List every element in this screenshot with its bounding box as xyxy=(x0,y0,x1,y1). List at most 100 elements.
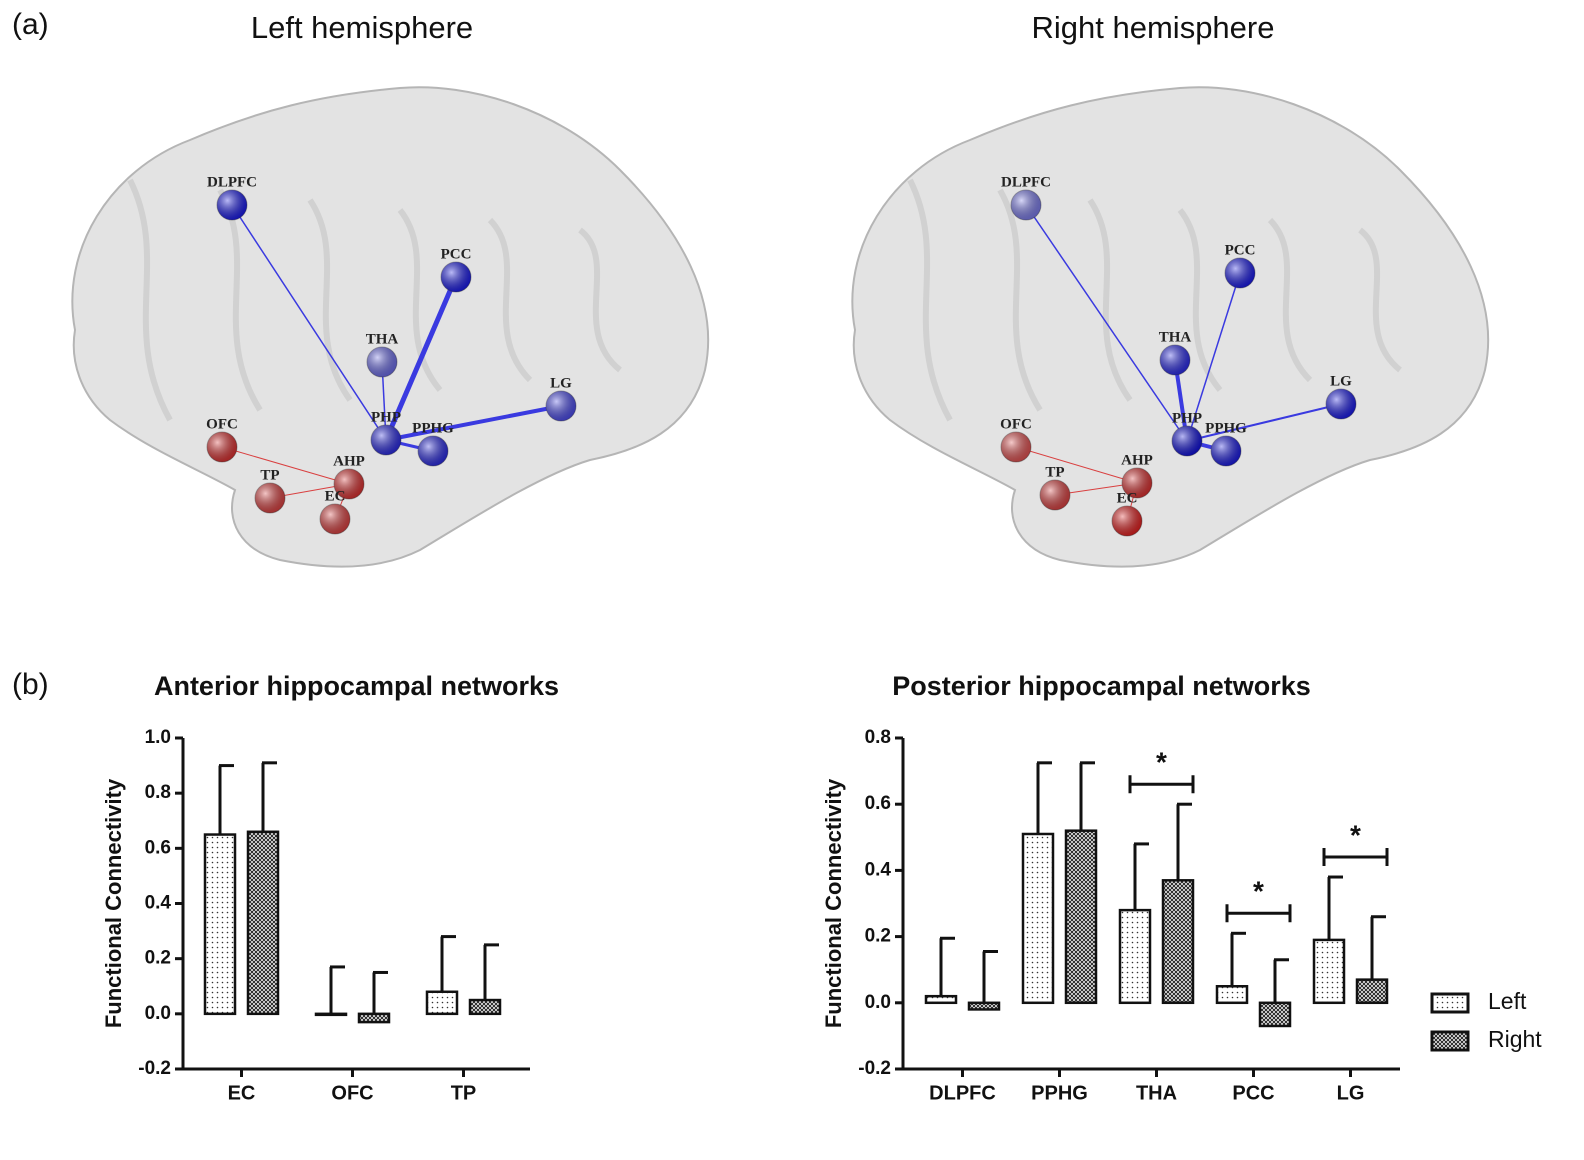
bar xyxy=(1312,938,1346,1005)
bar xyxy=(468,998,502,1016)
node-shade xyxy=(367,347,397,377)
node-label: LG xyxy=(550,375,572,391)
brain-title: Right hemisphere xyxy=(1032,10,1275,45)
bar xyxy=(1215,985,1249,1005)
bar xyxy=(1161,879,1195,1005)
node-shade xyxy=(546,391,576,421)
connection xyxy=(1186,403,1342,442)
node-shade xyxy=(320,504,350,534)
gyrus xyxy=(578,227,622,373)
node-shade xyxy=(418,436,448,466)
x-tick-label: EC xyxy=(228,1082,256,1104)
y-axis-label: Functional Connectivity xyxy=(821,778,846,1028)
gyrus xyxy=(307,198,353,402)
panel-label: (b) xyxy=(12,668,49,701)
brain xyxy=(71,86,710,568)
bar xyxy=(246,830,280,1016)
significance-bracket xyxy=(1322,848,1389,867)
node-label: TP xyxy=(1045,464,1064,480)
gyrus xyxy=(1087,198,1133,402)
bar xyxy=(425,990,459,1016)
y-tick-label: -0.2 xyxy=(138,1058,171,1079)
legend-label: Left xyxy=(1488,988,1527,1014)
node-shade xyxy=(371,425,401,455)
node-label: OFC xyxy=(206,416,238,432)
y-tick-label: 0.2 xyxy=(145,948,171,969)
node-shade xyxy=(1112,506,1142,536)
node-shade xyxy=(441,262,471,292)
y-tick-label: 0.4 xyxy=(865,859,892,880)
connection xyxy=(1186,272,1241,442)
node-shade xyxy=(207,432,237,462)
node-shade xyxy=(1172,426,1202,456)
gyrus xyxy=(997,188,1043,412)
node-label: PHP xyxy=(371,409,401,425)
y-axis-label: Functional Connectivity xyxy=(101,778,126,1028)
x-tick-label: TP xyxy=(451,1082,477,1104)
x-tick-label: LG xyxy=(1337,1082,1365,1104)
node-shade xyxy=(1326,389,1356,419)
bar xyxy=(314,1012,348,1017)
y-tick-label: 0.8 xyxy=(145,782,171,803)
significance-label: * xyxy=(1253,876,1264,907)
connection xyxy=(383,276,459,441)
bar xyxy=(1064,829,1098,1005)
x-tick-label: OFC xyxy=(331,1082,373,1104)
panel-label: (a) xyxy=(12,8,49,41)
node-label: DLPFC xyxy=(207,174,257,190)
significance-label: * xyxy=(1350,819,1361,850)
legend-swatch xyxy=(1430,992,1470,1014)
brain-shape xyxy=(851,86,1490,568)
bar xyxy=(1118,908,1152,1005)
node-label: AHP xyxy=(333,453,365,469)
x-tick-label: PCC xyxy=(1232,1082,1274,1104)
significance-label: * xyxy=(1156,747,1167,778)
brain-title: Left hemisphere xyxy=(251,10,473,45)
node-label: PHP xyxy=(1172,410,1202,426)
bar xyxy=(967,1001,1001,1011)
y-tick-label: 0.6 xyxy=(865,793,891,814)
y-tick-label: 0.4 xyxy=(145,893,172,914)
node-shade xyxy=(1011,190,1041,220)
node-shade xyxy=(1001,432,1031,462)
node-label: TP xyxy=(260,467,279,483)
gyrus xyxy=(1267,217,1313,383)
node-label: AHP xyxy=(1121,452,1153,468)
x-tick-label: PPHG xyxy=(1031,1082,1088,1104)
significance-bracket xyxy=(1128,775,1195,794)
brain xyxy=(851,86,1490,568)
x-tick-label: THA xyxy=(1136,1082,1177,1104)
connection xyxy=(221,446,350,485)
y-tick-label: -0.2 xyxy=(858,1058,891,1079)
y-tick-label: 0.8 xyxy=(865,727,891,748)
bar xyxy=(1021,832,1055,1005)
node-label: PPHG xyxy=(412,420,454,436)
brain-shape xyxy=(71,86,710,568)
bar xyxy=(1258,1001,1292,1028)
bar xyxy=(357,1012,391,1024)
y-tick-label: 1.0 xyxy=(145,727,171,748)
legend-label: Right xyxy=(1488,1026,1542,1052)
gyrus xyxy=(487,217,533,383)
node-label: PPHG xyxy=(1205,420,1247,436)
gyrus xyxy=(127,178,173,422)
node-label: LG xyxy=(1330,373,1352,389)
significance-bracket xyxy=(1225,904,1292,923)
gyrus xyxy=(397,208,443,392)
legend-swatch xyxy=(1430,1030,1470,1052)
node-shade xyxy=(1040,480,1070,510)
node-label: EC xyxy=(1117,490,1138,506)
connection xyxy=(1025,204,1188,442)
connection xyxy=(1015,446,1138,484)
bar xyxy=(203,833,237,1016)
node-label: DLPFC xyxy=(1001,174,1051,190)
node-shade xyxy=(1211,436,1241,466)
node-shade xyxy=(1225,258,1255,288)
chart-title: Posterior hippocampal networks xyxy=(892,671,1311,701)
node-label: THA xyxy=(366,331,399,347)
node-shade xyxy=(1122,468,1152,498)
y-tick-label: 0.6 xyxy=(145,837,171,858)
y-tick-label: 0.0 xyxy=(145,1003,171,1024)
